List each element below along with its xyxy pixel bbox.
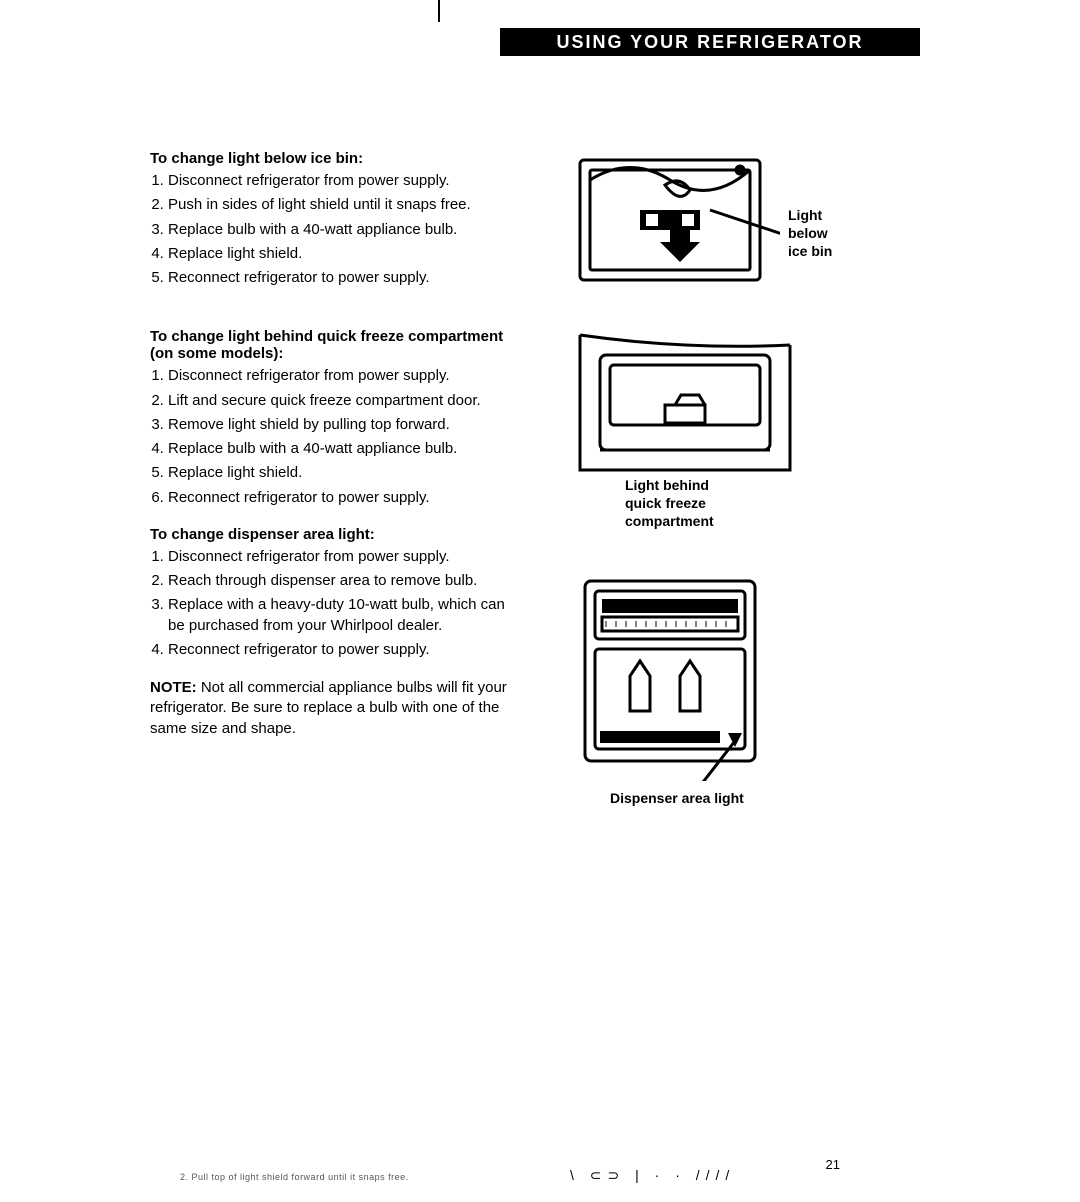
list-item: Disconnect refrigerator from power suppl… xyxy=(168,171,510,191)
note-dispenser: NOTE: Not all commercial appliance bulbs… xyxy=(150,678,510,739)
footer-bleed-text: 2. Pull top of light shield forward unti… xyxy=(180,1172,540,1182)
list-item: Disconnect refrigerator from power suppl… xyxy=(168,366,510,386)
list-item: Push in sides of light shield until it s… xyxy=(168,195,510,215)
crop-mark-icon xyxy=(438,0,440,22)
heading-icebin: To change light below ice bin: xyxy=(150,150,510,167)
list-item: Replace light shield. xyxy=(168,244,510,264)
dispenser-diagram-icon xyxy=(570,571,770,781)
label-line: compartment xyxy=(625,513,714,529)
figure-dispenser-label: Dispenser area light xyxy=(610,789,890,807)
list-item: Reconnect refrigerator to power supply. xyxy=(168,488,510,508)
figure-dispenser: Dispenser area light xyxy=(570,571,890,807)
figure-quickfreeze: Light behind quick freeze compartment xyxy=(570,330,890,531)
section-header: USING YOUR REFRIGERATOR xyxy=(500,28,920,56)
figures-column: Light below ice bin xyxy=(570,150,890,847)
note-text: Not all commercial appliance bulbs will … xyxy=(150,679,507,737)
instructions-column: To change light below ice bin: Disconnec… xyxy=(150,150,510,754)
manual-page: USING YOUR REFRIGERATOR To change light … xyxy=(0,0,1080,1202)
list-item: Reconnect refrigerator to power supply. xyxy=(168,640,510,660)
label-line: quick freeze xyxy=(625,495,706,511)
footer-marks-icon: \ ⊂⊃ | · · //// xyxy=(570,1167,735,1184)
page-number: 21 xyxy=(826,1157,840,1172)
figure-quickfreeze-label: Light behind quick freeze compartment xyxy=(625,476,890,531)
list-item: Remove light shield by pulling top forwa… xyxy=(168,415,510,435)
list-item: Replace bulb with a 40-watt appliance bu… xyxy=(168,220,510,240)
heading-quickfreeze: To change light behind quick freeze comp… xyxy=(150,328,510,362)
steps-icebin: Disconnect refrigerator from power suppl… xyxy=(150,171,510,288)
label-line: Light behind xyxy=(625,477,709,493)
list-item: Reach through dispenser area to remove b… xyxy=(168,571,510,591)
list-item: Replace light shield. xyxy=(168,463,510,483)
icebin-diagram-icon xyxy=(570,150,780,290)
list-item: Disconnect refrigerator from power suppl… xyxy=(168,547,510,567)
list-item: Replace bulb with a 40-watt appliance bu… xyxy=(168,439,510,459)
heading-dispenser: To change dispenser area light: xyxy=(150,526,510,543)
note-label: NOTE: xyxy=(150,679,197,696)
list-item: Lift and secure quick freeze compartment… xyxy=(168,391,510,411)
label-line: Light xyxy=(788,207,822,223)
steps-dispenser: Disconnect refrigerator from power suppl… xyxy=(150,547,510,660)
figure-icebin-label: Light below ice bin xyxy=(788,206,832,261)
figure-icebin: Light below ice bin xyxy=(570,150,890,290)
list-item: Replace with a heavy-duty 10-watt bulb, … xyxy=(168,595,510,636)
list-item: Reconnect refrigerator to power supply. xyxy=(168,268,510,288)
label-line: below xyxy=(788,225,828,241)
steps-quickfreeze: Disconnect refrigerator from power suppl… xyxy=(150,366,510,508)
label-line: ice bin xyxy=(788,243,832,259)
